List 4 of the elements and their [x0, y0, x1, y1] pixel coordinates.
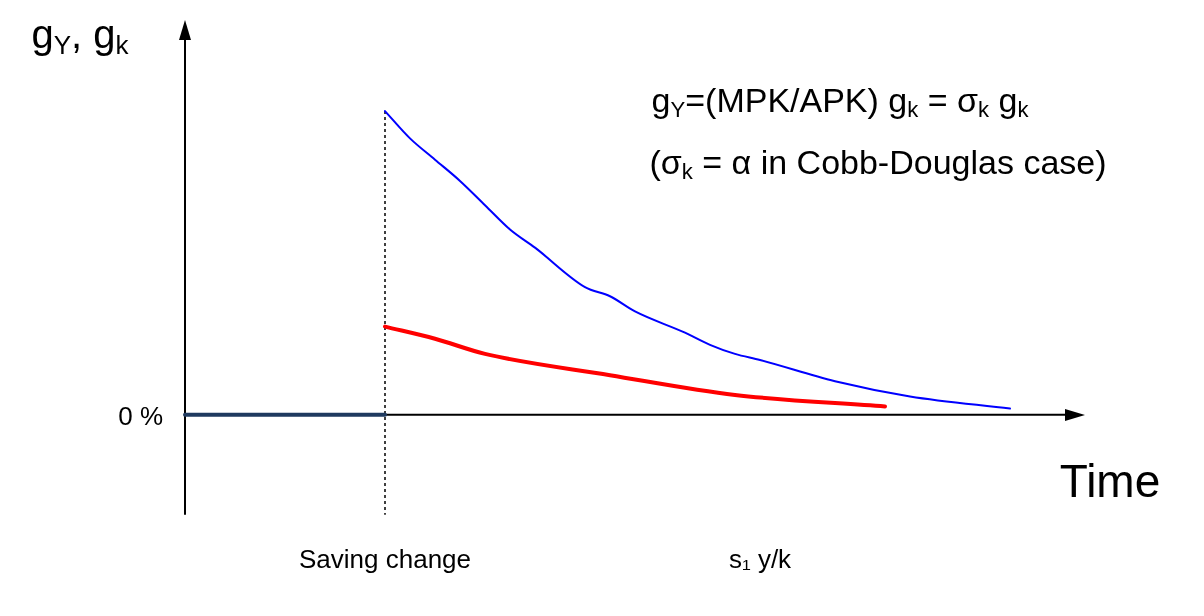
x-tick-label: s₁ y/k [728, 543, 793, 574]
x-tick-label: Saving change [298, 543, 472, 574]
x-axis-title: Time [1059, 455, 1161, 507]
ref-line-label: 0 % [118, 400, 164, 431]
